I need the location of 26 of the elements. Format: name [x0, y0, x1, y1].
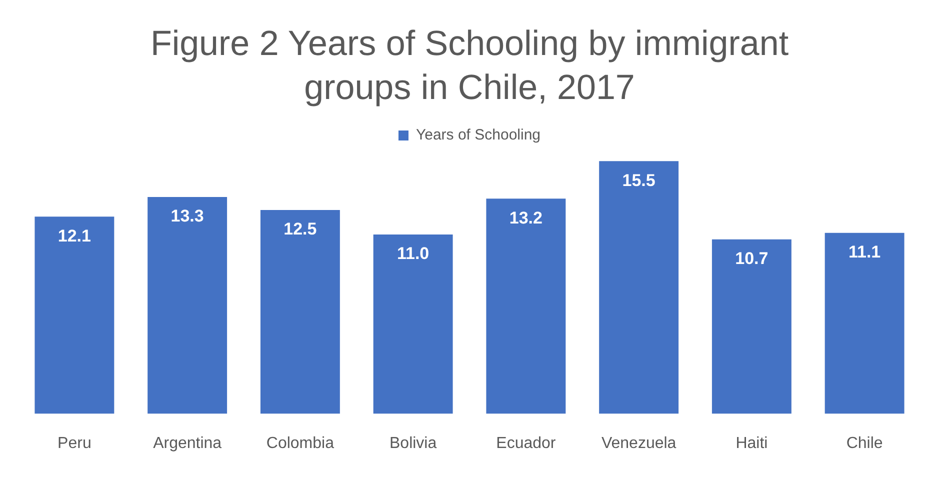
bar: [486, 198, 566, 414]
data-label: 12.5: [284, 220, 317, 239]
data-label: 13.2: [509, 208, 542, 228]
data-label: 12.1: [58, 226, 91, 246]
data-label: 11.0: [396, 244, 430, 264]
x-tick-label: Haiti: [736, 434, 768, 452]
x-tick-label: Argentina: [153, 434, 222, 452]
bar: [599, 161, 679, 414]
legend-label: Years of Schooling: [416, 126, 541, 144]
data-label: 10.7: [735, 249, 768, 268]
data-label: 11.1: [848, 242, 881, 262]
bar: [712, 239, 792, 414]
x-tick-label: Bolivia: [389, 434, 437, 452]
bar: [260, 210, 340, 414]
x-tick-label: Colombia: [266, 434, 334, 452]
data-label: 15.5: [622, 170, 656, 190]
bar: [824, 232, 904, 414]
x-tick-label: Venezuela: [601, 434, 676, 452]
data-label: 13.3: [170, 206, 204, 226]
bar: [34, 216, 114, 414]
bar: [148, 197, 228, 414]
bar: [373, 234, 453, 414]
x-tick-label: Peru: [58, 434, 92, 452]
x-tick-label: Ecuador: [496, 434, 556, 452]
x-tick-label: Chile: [846, 434, 883, 452]
chart-title: Figure 2 Years of Schooling by immigrant groups in Chile, 2017: [149, 23, 790, 109]
